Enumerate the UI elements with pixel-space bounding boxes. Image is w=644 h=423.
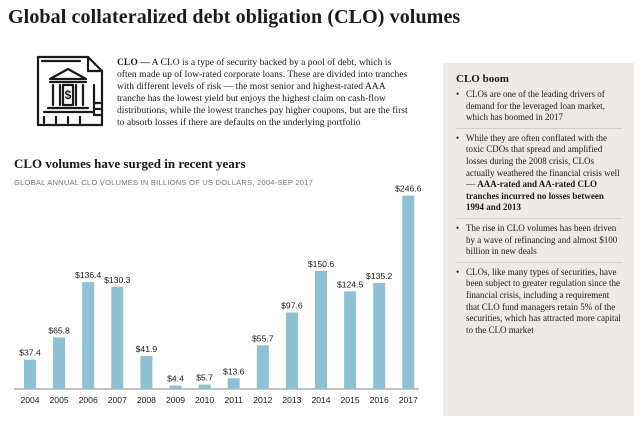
- sidebar-bullet-text: CLOs, like many types of securities, hav…: [466, 266, 621, 335]
- clo-definition-text: A CLO is a type of security backed by a …: [117, 57, 408, 129]
- page-title: Global collateralized debt obligation (C…: [8, 6, 461, 28]
- bar-2009: [169, 385, 182, 389]
- sidebar-bullet-text: CLOs are one of the leading drivers of d…: [466, 89, 605, 123]
- x-tick-label: 2013: [282, 395, 301, 405]
- bar-2008: [140, 356, 153, 389]
- bar-value-label: $130.3: [104, 275, 131, 285]
- x-tick-label: 2006: [79, 395, 98, 405]
- bar-2014: [315, 270, 327, 389]
- bar-2005: [53, 337, 66, 389]
- bar-value-label: $246.6: [395, 184, 422, 194]
- x-tick-label: 2017: [399, 395, 418, 405]
- x-tick-label: 2009: [166, 395, 185, 405]
- bar-2016: [373, 283, 386, 389]
- bar-2015: [344, 291, 357, 389]
- sidebar-bullet: While they are often conflated with the …: [456, 133, 622, 219]
- svg-text:$: $: [65, 88, 72, 102]
- x-tick-label: 2007: [108, 395, 127, 405]
- bar-value-label: $41.9: [136, 344, 158, 354]
- sidebar-bullet-list: CLOs are one of the leading drivers of d…: [456, 89, 622, 340]
- bar-value-label: $65.8: [48, 325, 70, 335]
- sidebar-bullet: CLOs, like many types of securities, hav…: [456, 267, 622, 341]
- clo-definition: CLO — A CLO is a type of security backed…: [117, 57, 412, 130]
- sidebar-title: CLO boom: [456, 73, 509, 85]
- bar-2010: [198, 384, 211, 389]
- bar-value-label: $4.4: [167, 374, 184, 384]
- bar-2017: [402, 195, 415, 389]
- bar-2012: [256, 345, 269, 389]
- bar-2007: [111, 286, 124, 389]
- bar-value-label: $97.6: [281, 300, 303, 310]
- x-tick-label: 2004: [20, 395, 39, 405]
- x-tick-label: 2014: [311, 395, 330, 405]
- bar-2004: [24, 359, 36, 389]
- x-tick-label: 2005: [50, 395, 69, 405]
- sidebar-bullet: CLOs are one of the leading drivers of d…: [456, 89, 622, 129]
- clo-boom-sidebar: CLO boom CLOs are one of the leading dri…: [443, 63, 634, 416]
- sidebar-bullet-text: The rise in CLO volumes has been driven …: [466, 222, 618, 257]
- x-tick-label: 2011: [224, 395, 243, 405]
- clo-volume-bar-chart: $37.4 2004 $65.8 2005 $136.4 2006 $130.3 2007 $4…: [14, 184, 422, 405]
- sidebar-bullet-bold-text: AAA-rated and AA-rated CLO tranches incu…: [466, 179, 604, 213]
- chart-title: CLO volumes have surged in recent years: [14, 156, 246, 171]
- bar-value-label: $124.5: [337, 279, 364, 289]
- x-tick-label: 2016: [370, 395, 389, 405]
- bar-2006: [82, 282, 95, 389]
- bar-2013: [285, 312, 298, 389]
- bar-value-label: $150.6: [308, 259, 335, 269]
- chart-subtitle: GLOBAL ANNUAL CLO VOLUMES IN BILLIONS OF…: [14, 178, 314, 187]
- bar-value-label: $55.7: [252, 333, 274, 343]
- sidebar-bullet-text: While they are often conflated with the …: [466, 132, 620, 190]
- bar-value-label: $136.4: [75, 270, 102, 280]
- x-tick-label: 2015: [341, 395, 360, 405]
- bar-value-label: $13.6: [223, 366, 245, 376]
- bank-document-icon: $: [36, 55, 108, 127]
- bar-value-label: $37.4: [19, 348, 41, 358]
- x-tick-label: 2008: [137, 395, 156, 405]
- bar-value-label: $5.7: [196, 373, 213, 383]
- bar-2011: [227, 378, 240, 389]
- bar-value-label: $135.2: [366, 271, 393, 281]
- clo-definition-term: CLO —: [117, 57, 150, 68]
- x-tick-label: 2012: [253, 395, 272, 405]
- x-tick-label: 2010: [195, 395, 214, 405]
- sidebar-bullet: The rise in CLO volumes has been driven …: [456, 223, 622, 263]
